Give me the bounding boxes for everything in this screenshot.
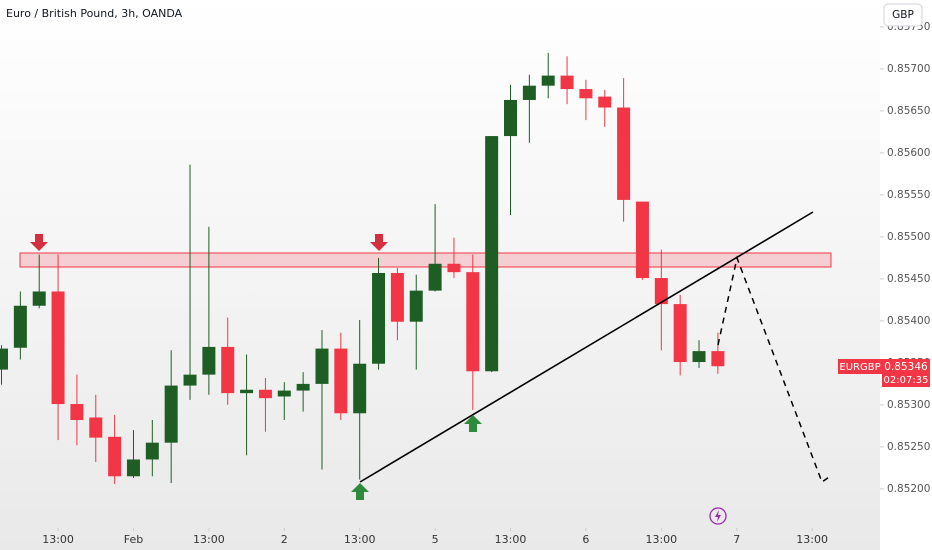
symbol-tag [838, 359, 882, 374]
y-tick-label: 0.85600 [887, 147, 930, 159]
candle-body [485, 136, 499, 372]
candle-body [126, 459, 140, 477]
candle-body [315, 348, 329, 384]
down-arrow [370, 234, 388, 251]
candle-body [466, 272, 480, 372]
candle-body [0, 348, 9, 370]
y-tick-label: 0.85650 [887, 105, 930, 117]
up-arrow [351, 483, 369, 500]
candle-body [504, 99, 518, 137]
y-tick-label: 0.85450 [887, 273, 930, 285]
candle-body [70, 404, 84, 420]
axes: 0.852000.852500.853000.853500.854000.854… [42, 21, 930, 546]
candle-body [202, 346, 216, 375]
x-tick-label: 2 [281, 533, 288, 546]
candle-body [164, 385, 178, 443]
x-tick-label: 13:00 [344, 533, 376, 546]
candle-body [183, 374, 197, 386]
x-tick-label: 13:00 [193, 533, 225, 546]
x-tick-label: 13:00 [495, 533, 527, 546]
candle-body [390, 273, 404, 322]
candle-body [635, 201, 649, 279]
y-tick-label: 0.85550 [887, 189, 930, 201]
y-tick-label: 0.85700 [887, 63, 930, 75]
x-tick-label: Feb [124, 533, 143, 546]
price-axis-background [880, 0, 932, 550]
candle-body [51, 291, 65, 405]
candle-body [409, 290, 423, 322]
candle-body [221, 346, 235, 394]
up-arrow [464, 415, 482, 432]
candle-body [372, 273, 386, 364]
candle-body [258, 389, 272, 399]
y-tick-label: 0.85250 [887, 441, 930, 453]
countdown-label: 02:07:35 [884, 375, 929, 386]
projection-path [717, 255, 833, 484]
candle-body [428, 263, 442, 291]
currency-button[interactable] [883, 3, 923, 27]
candle-body [277, 390, 291, 397]
candle-body [560, 75, 574, 90]
x-tick-label: 5 [432, 533, 439, 546]
candle-body [654, 278, 668, 305]
price-tag [882, 359, 930, 387]
x-tick-label: 7 [733, 533, 740, 546]
chart-title: Euro / British Pound, 3h, OANDA [6, 7, 183, 20]
candle-body [32, 291, 46, 306]
y-tick-label: 0.85500 [887, 231, 930, 243]
last-price-label: 0.85346 [884, 361, 928, 373]
candle-body [353, 363, 367, 414]
currency-label: GBP [892, 9, 914, 21]
candle-body [541, 75, 555, 86]
candle-body [598, 96, 612, 108]
candle-body [692, 351, 706, 363]
down-arrow [30, 234, 48, 251]
event-icon[interactable] [709, 507, 727, 525]
trend-line [359, 211, 814, 483]
candle-body [240, 389, 254, 394]
candle-body [334, 348, 348, 414]
candle-body [89, 417, 103, 438]
candle-body [673, 304, 687, 363]
y-tick-label: 0.85400 [887, 315, 930, 327]
candle-body [447, 263, 461, 273]
y-tick-label: 0.85300 [887, 399, 930, 411]
symbol-label: EURGBP [839, 362, 880, 373]
candle-body [522, 85, 536, 100]
candle-body [108, 436, 122, 477]
x-tick-label: 13:00 [796, 533, 828, 546]
candle-body [579, 89, 593, 99]
x-tick-label: 6 [582, 533, 589, 546]
candle-body [296, 383, 310, 391]
x-tick-label: 13:00 [42, 533, 74, 546]
x-tick-label: 13:00 [645, 533, 677, 546]
candle-body [711, 351, 725, 367]
candles [0, 52, 725, 484]
lightning [715, 510, 721, 522]
y-tick-label: 0.85750 [887, 21, 930, 33]
candle-body [13, 305, 27, 348]
candle-body [145, 442, 159, 460]
y-tick-label: 0.85200 [887, 483, 930, 495]
candle-body [617, 107, 631, 200]
resistance-zone [19, 252, 832, 268]
